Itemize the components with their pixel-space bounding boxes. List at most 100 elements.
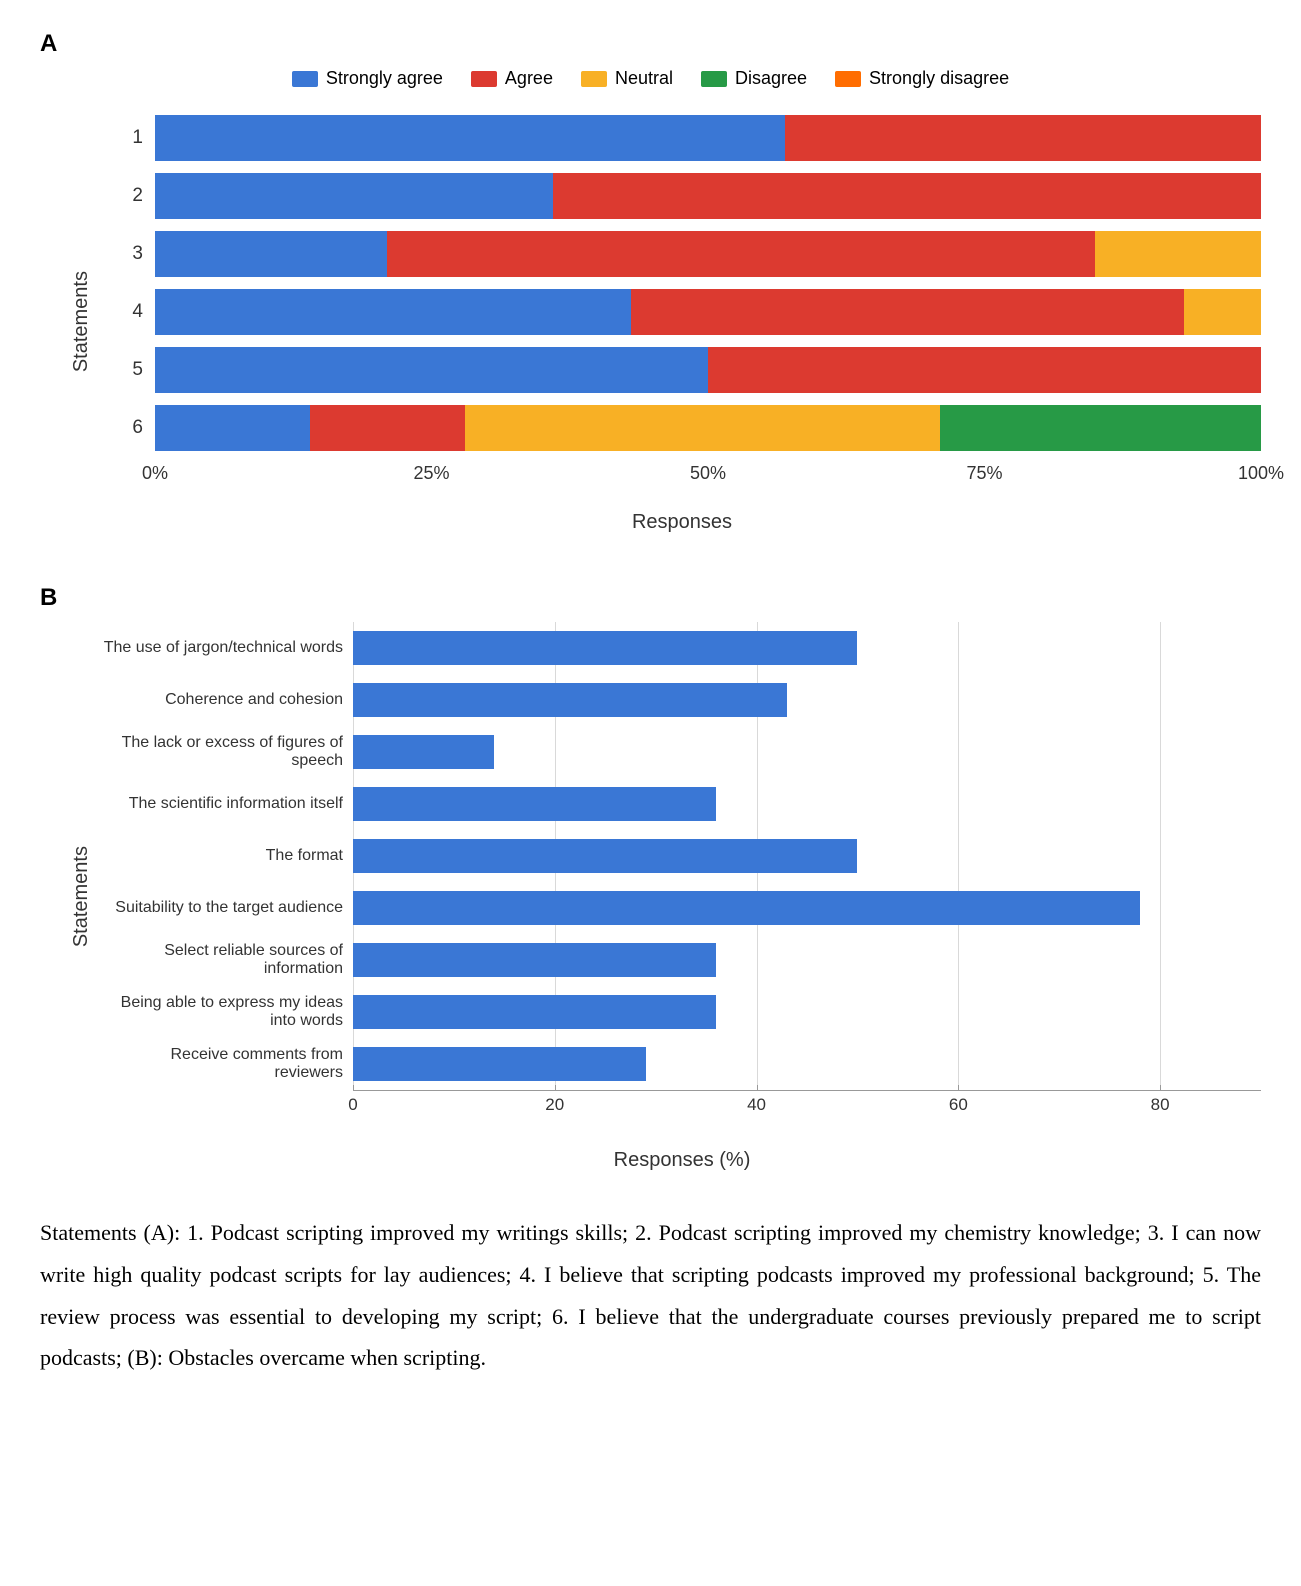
chart-b-row: Receive comments from reviewers: [353, 1038, 1261, 1090]
chart-a-row-label: 2: [103, 185, 155, 207]
chart-b-row: Being able to express my ideas into word…: [353, 986, 1261, 1038]
chart-a-segment: [940, 405, 1261, 451]
chart-a-x-tick: 25%: [413, 457, 449, 484]
chart-a-x-tick: 50%: [690, 457, 726, 484]
chart-a-bars: 1 2 3 4 5 6: [103, 109, 1261, 457]
chart-b-row: The use of jargon/technical words: [353, 622, 1261, 674]
chart-b-tickmark: [958, 1085, 959, 1091]
chart-b-bar: [353, 891, 1140, 925]
legend-item: Disagree: [701, 68, 807, 89]
chart-a-segment: [310, 405, 465, 451]
chart-b-row: Select reliable sources of information: [353, 934, 1261, 986]
chart-a-x-tick: 75%: [966, 457, 1002, 484]
chart-a-row: 6: [103, 399, 1261, 457]
chart-a-row: 1: [103, 109, 1261, 167]
chart-b-row-label: The scientific information itself: [103, 795, 353, 813]
chart-a-y-axis-title: Statements: [70, 271, 93, 372]
chart-b-tickmark: [757, 1085, 758, 1091]
chart-b-row: The scientific information itself: [353, 778, 1261, 830]
chart-b-tickmark: [1160, 1085, 1161, 1091]
chart-a-segment: [553, 173, 1261, 219]
chart-a-row-label: 5: [103, 359, 155, 381]
figure-caption: Statements (A): 1. Podcast scripting imp…: [40, 1212, 1261, 1379]
chart-a-x-tick: 100%: [1238, 457, 1284, 484]
chart-a-row-label: 4: [103, 301, 155, 323]
legend-label: Agree: [505, 68, 553, 89]
chart-b-x-axis: 020406080: [353, 1090, 1261, 1125]
chart-b-bar: [353, 943, 716, 977]
chart-a-row: 2: [103, 167, 1261, 225]
chart-b-row-label: Suitability to the target audience: [103, 899, 353, 917]
chart-a-segment: [708, 347, 1261, 393]
legend-label: Neutral: [615, 68, 673, 89]
chart-a-x-axis: 0%25%50%75%100%: [155, 457, 1261, 487]
chart-a-bar: [155, 231, 1261, 277]
chart-a-segment: [1184, 289, 1261, 335]
chart-a-segment: [465, 405, 941, 451]
figure-root: A Strongly agreeAgreeNeutralDisagreeStro…: [0, 0, 1301, 1419]
chart-b-row-label: Being able to express my ideas into word…: [103, 994, 353, 1031]
chart-b-bar: [353, 735, 494, 769]
chart-a-bar: [155, 115, 1261, 161]
chart-b-row-label: Select reliable sources of information: [103, 942, 353, 979]
chart-a-bar: [155, 405, 1261, 451]
chart-a-segment: [155, 231, 387, 277]
chart-b-bar: [353, 787, 716, 821]
chart-b-row: The format: [353, 830, 1261, 882]
legend-label: Strongly disagree: [869, 68, 1009, 89]
legend-label: Strongly agree: [326, 68, 443, 89]
chart-a: Statements 123456 0%25%50%75%100% Respon…: [70, 109, 1261, 534]
legend-item: Strongly agree: [292, 68, 443, 89]
chart-b-bar: [353, 1047, 646, 1081]
chart-b-bar: [353, 683, 787, 717]
chart-a-segment: [155, 347, 708, 393]
chart-b-y-axis-title: Statements: [70, 846, 93, 947]
chart-a-x-tick: 0%: [142, 457, 168, 484]
chart-b-row: Coherence and cohesion: [353, 674, 1261, 726]
chart-b: Statements The use of jargon/technical w…: [70, 622, 1261, 1172]
legend-swatch: [701, 71, 727, 87]
chart-b-tickmark: [555, 1085, 556, 1091]
chart-b-x-tick: 60: [949, 1095, 968, 1115]
panel-b-label: B: [40, 584, 1261, 612]
chart-a-row: 5: [103, 341, 1261, 399]
chart-b-row-label: Coherence and cohesion: [103, 691, 353, 709]
chart-b-row-label: Receive comments from reviewers: [103, 1046, 353, 1083]
chart-b-bar: [353, 631, 857, 665]
chart-b-tickmark: [353, 1085, 354, 1091]
chart-b-bar: [353, 995, 716, 1029]
chart-a-segment: [387, 231, 1095, 277]
chart-b-row-label: The format: [103, 847, 353, 865]
chart-b-plot: The use of jargon/technical wordsCoheren…: [353, 622, 1261, 1090]
chart-b-x-axis-title: Responses (%): [103, 1149, 1261, 1172]
chart-a-segment: [785, 115, 1261, 161]
legend-item: Neutral: [581, 68, 673, 89]
chart-a-bar: [155, 289, 1261, 335]
legend-swatch: [471, 71, 497, 87]
chart-b-x-tick: 0: [348, 1095, 357, 1115]
legend-swatch: [292, 71, 318, 87]
chart-b-x-tick: 20: [545, 1095, 564, 1115]
chart-a-row-label: 6: [103, 417, 155, 439]
legend-label: Disagree: [735, 68, 807, 89]
chart-a-segment: [1095, 231, 1261, 277]
legend-item: Strongly disagree: [835, 68, 1009, 89]
chart-a-segment: [631, 289, 1184, 335]
chart-a-segment: [155, 405, 310, 451]
chart-a-x-axis-title: Responses: [103, 511, 1261, 534]
legend-swatch: [835, 71, 861, 87]
chart-b-bar: [353, 839, 857, 873]
chart-a-segment: [155, 289, 631, 335]
chart-a-row-label: 1: [103, 127, 155, 149]
chart-b-row-label: The lack or excess of figures of speech: [103, 734, 353, 771]
legend-item: Agree: [471, 68, 553, 89]
chart-a-bar: [155, 347, 1261, 393]
legend-a: Strongly agree Agree Neutral Disagree Strong…: [40, 68, 1261, 89]
chart-a-bar: [155, 173, 1261, 219]
chart-a-row: 4: [103, 283, 1261, 341]
chart-a-segment: [155, 115, 785, 161]
chart-b-row: Suitability to the target audience: [353, 882, 1261, 934]
chart-a-row-label: 3: [103, 243, 155, 265]
chart-b-row: The lack or excess of figures of speech: [353, 726, 1261, 778]
chart-b-x-tick: 80: [1151, 1095, 1170, 1115]
